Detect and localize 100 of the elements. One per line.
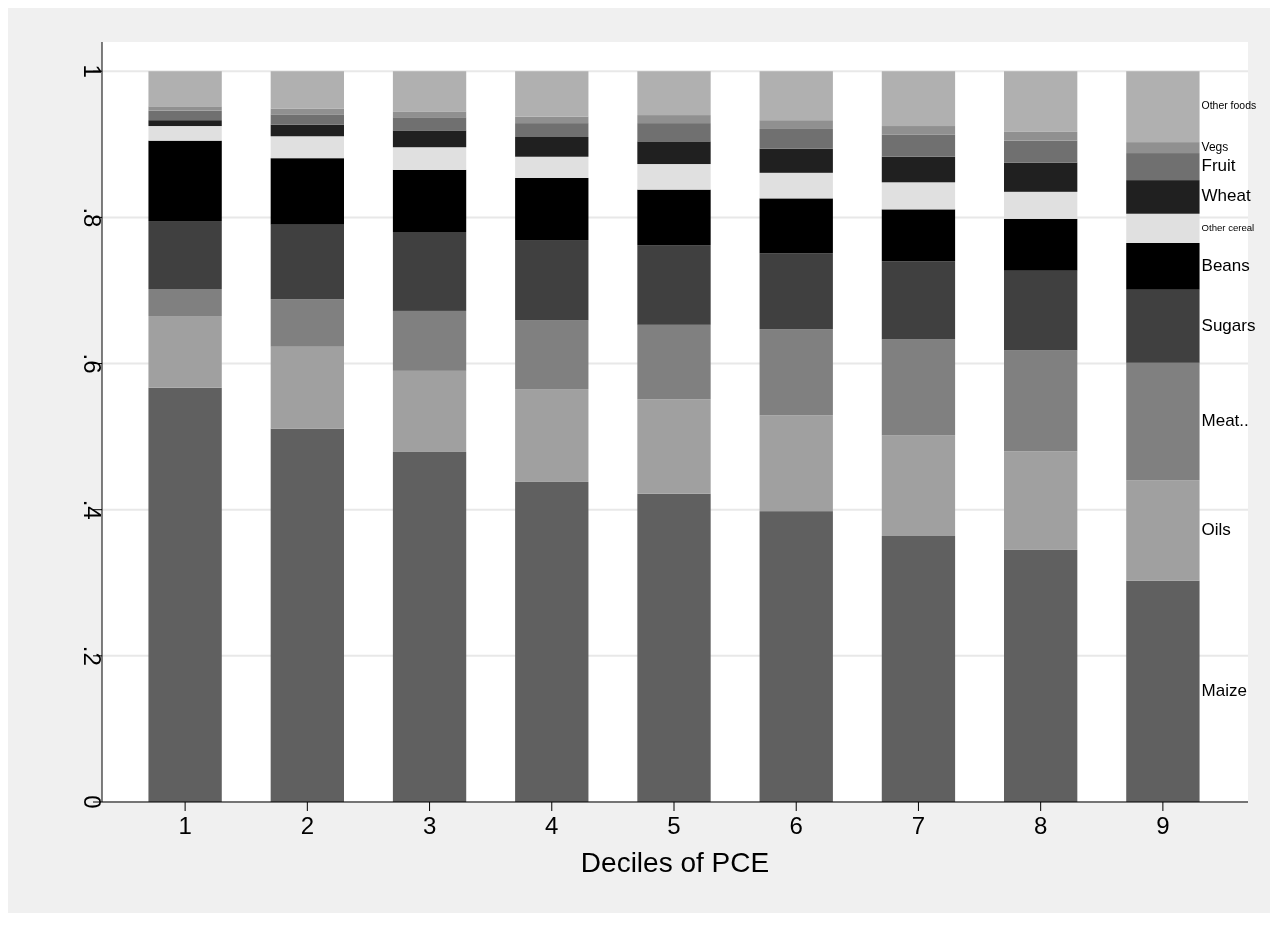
bar [515,481,589,802]
bar [759,128,833,149]
bar [515,156,589,178]
bar [881,134,956,157]
x-tick-label: 2 [300,812,315,839]
bar [1126,180,1200,214]
bar [637,324,711,400]
y-tick-label: .4 [79,499,106,520]
bar [759,329,833,416]
bar [1004,162,1078,192]
series-label: Beans [1201,255,1250,275]
y-tick-label: 0 [79,795,106,809]
bar [881,435,956,536]
x-tick-label: 4 [545,812,559,839]
bar [1126,580,1200,802]
bar [270,114,344,125]
bar [270,158,344,225]
x-tick-label: 7 [911,812,926,839]
bar [392,310,467,371]
bar [270,346,344,429]
x-tick-label: 5 [667,812,681,839]
y-tick-label: .2 [79,645,106,666]
bar [148,140,222,222]
bar [1004,350,1078,452]
bar [392,370,467,452]
bar [1126,142,1200,154]
bar [392,451,467,802]
bar [270,428,344,802]
bar [515,71,589,117]
y-tick-label: .6 [79,353,106,374]
bar [515,137,589,157]
bar [515,240,589,321]
bar [637,493,711,802]
bar [270,71,344,109]
x-tick-label: 3 [422,812,437,839]
bar [392,111,467,118]
bar [515,389,589,482]
bar [637,164,711,190]
bar [392,232,467,311]
series-label: Oils [1201,520,1231,539]
bar [1126,153,1200,181]
bar [881,536,956,802]
bar [759,120,833,129]
x-tick-label: 9 [1156,812,1170,839]
bar [1004,270,1078,351]
bar [881,156,956,183]
y-tick-label: .8 [79,207,106,228]
bar [392,147,467,170]
bar [881,182,956,210]
bar [759,253,833,330]
y-tick-label: 1 [79,64,106,78]
bar [759,148,833,173]
bar [759,198,833,254]
bar [148,316,222,388]
bar [759,415,833,512]
bar [515,123,589,137]
bar [392,130,467,148]
series-label: Other foods [1201,100,1257,112]
bar [1004,71,1078,132]
bar [1126,242,1200,290]
series-label: Other cereal [1201,221,1255,233]
bar [759,172,833,199]
bar [1004,549,1078,802]
bar [270,136,344,159]
bar [1004,218,1078,271]
bar [637,141,711,165]
x-axis-title: Deciles of PCE [580,847,770,878]
bar [148,126,222,141]
bar [881,339,956,436]
bar [148,221,222,289]
bar [148,71,222,107]
bar [637,123,711,142]
series-label: Maize [1201,680,1247,700]
bar [637,189,711,246]
bar [1004,131,1078,141]
bar [1126,289,1200,363]
series-label: Sugars [1201,315,1256,335]
bar [1004,451,1078,550]
bar [392,117,467,131]
series-label: Fruit [1201,156,1236,176]
bar [881,209,956,262]
bar [270,224,344,300]
x-tick-label: 8 [1033,812,1048,839]
bar [148,387,222,802]
bar [515,320,589,390]
bar [759,511,833,802]
bar [881,126,956,135]
bar [515,177,589,241]
series-label: Wheat [1201,186,1251,206]
bar [148,120,222,127]
bar [1126,71,1200,143]
bar [637,115,711,124]
bar [881,71,956,127]
bar [148,289,222,317]
bar [515,116,589,124]
bar [1004,140,1078,163]
series-label: Meat.. [1201,411,1249,431]
series-label: Vegs [1201,139,1229,154]
bar [759,71,833,121]
bar [148,106,222,111]
